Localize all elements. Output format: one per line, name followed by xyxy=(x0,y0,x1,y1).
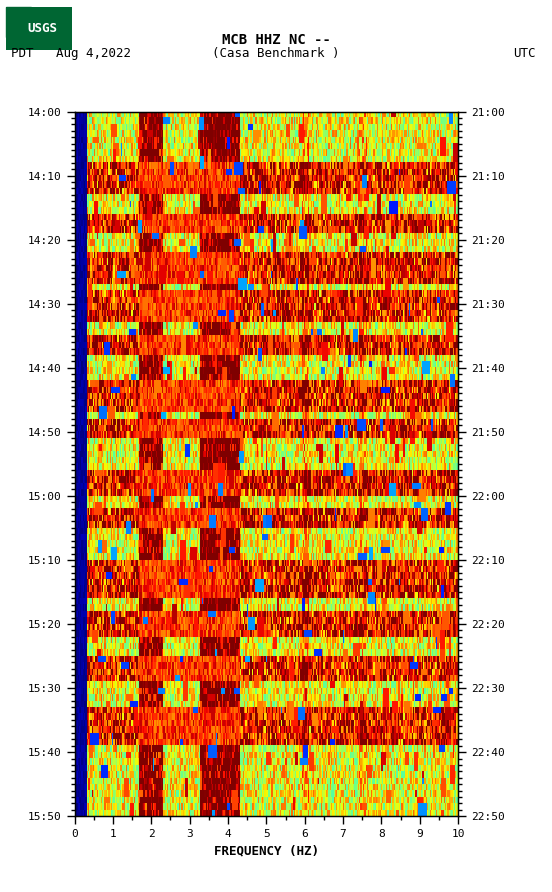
Text: UTC: UTC xyxy=(513,47,535,60)
Text: USGS: USGS xyxy=(27,22,57,35)
Bar xyxy=(6,7,31,37)
Text: MCB HHZ NC --: MCB HHZ NC -- xyxy=(221,33,331,47)
X-axis label: FREQUENCY (HZ): FREQUENCY (HZ) xyxy=(214,845,319,858)
Text: PDT   Aug 4,2022: PDT Aug 4,2022 xyxy=(11,47,131,60)
Text: (Casa Benchmark ): (Casa Benchmark ) xyxy=(213,47,339,60)
